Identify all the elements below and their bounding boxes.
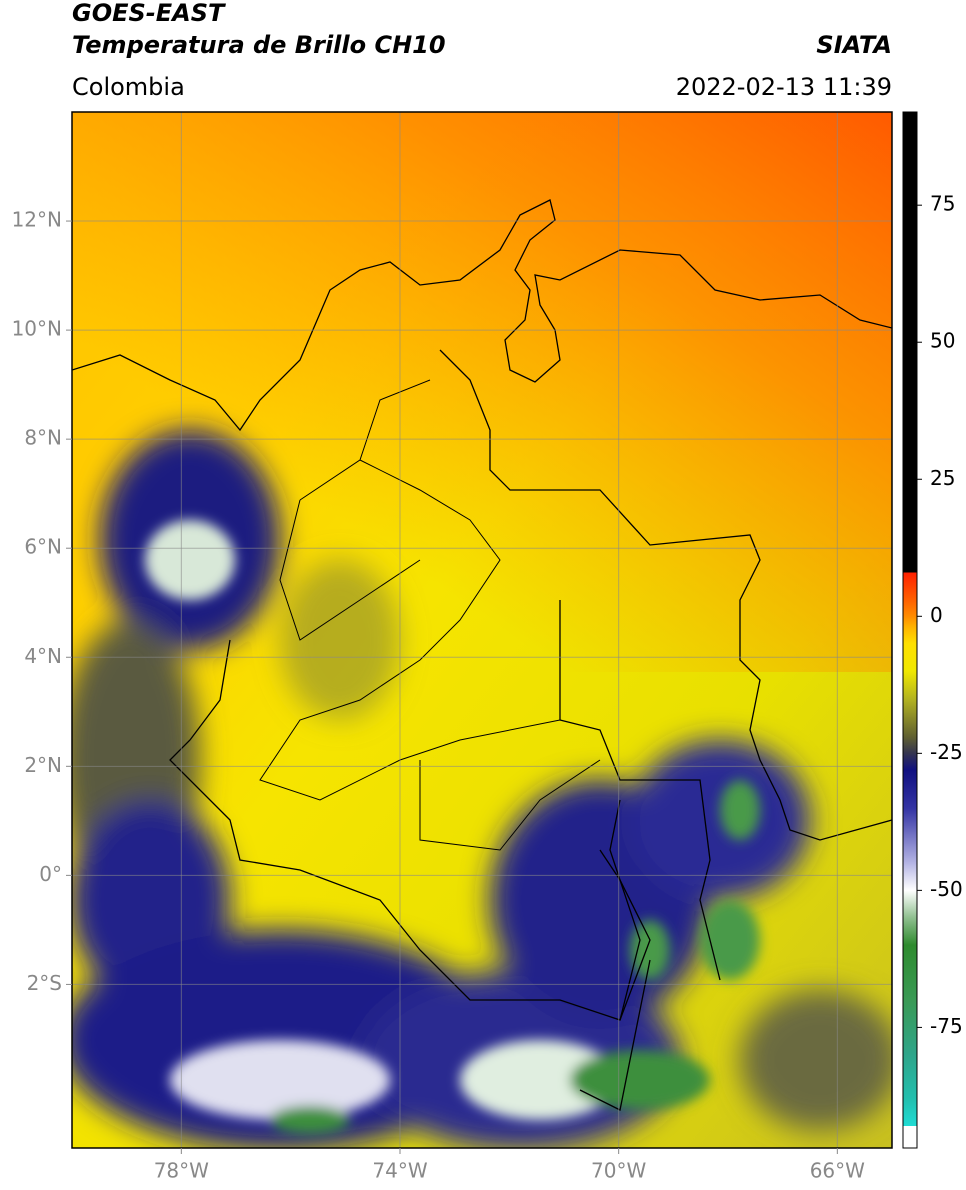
colorbar-fill [902, 111, 918, 1149]
colorbar-tick-label: 50 [930, 329, 955, 353]
source: SIATA [816, 31, 892, 59]
y-tick-label: 0° [39, 862, 62, 886]
x-tick-label: 78°W [154, 1159, 209, 1183]
y-tick-label: 8°N [24, 426, 62, 450]
grid [72, 112, 892, 1148]
x-tick-label: 74°W [372, 1159, 427, 1183]
map-frame [71, 111, 893, 1149]
satellite-image [72, 112, 892, 1148]
y-tick-label: 6°N [24, 535, 62, 559]
colorbar-tick-label: 25 [930, 466, 955, 490]
y-tick-label: 12°N [12, 208, 62, 232]
x-tick-label: 66°W [810, 1159, 865, 1183]
borders [72, 199, 892, 1111]
coastline [72, 199, 892, 432]
x-tick-label: 70°W [591, 1159, 646, 1183]
y-tick-label: 4°N [24, 644, 62, 668]
border-brazil [559, 600, 721, 981]
departments [259, 379, 601, 851]
colorbar-tick-label: -50 [930, 877, 963, 901]
colorbar-tick-label: 75 [930, 192, 955, 216]
border-venezuela [439, 349, 892, 841]
y-tick-label: 10°N [12, 317, 62, 341]
colorbar: 75 50 25 0 -25 -50 -75 [902, 111, 963, 1149]
title-line1: GOES-EAST [72, 0, 226, 27]
colorbar-tick-label: -25 [930, 740, 963, 764]
y-tick-label: 2°S [27, 971, 62, 995]
title-line2: Temperatura de Brillo CH10 [72, 31, 446, 59]
datetime: 2022-02-13 11:39 [676, 73, 892, 101]
colorbar-tick-label: 0 [930, 603, 943, 627]
colorbar-tick-label: -75 [930, 1014, 963, 1038]
border-south [169, 639, 651, 1021]
region: Colombia [72, 73, 185, 101]
y-tick-label: 2°N [24, 753, 62, 777]
border-peru [579, 799, 651, 1111]
